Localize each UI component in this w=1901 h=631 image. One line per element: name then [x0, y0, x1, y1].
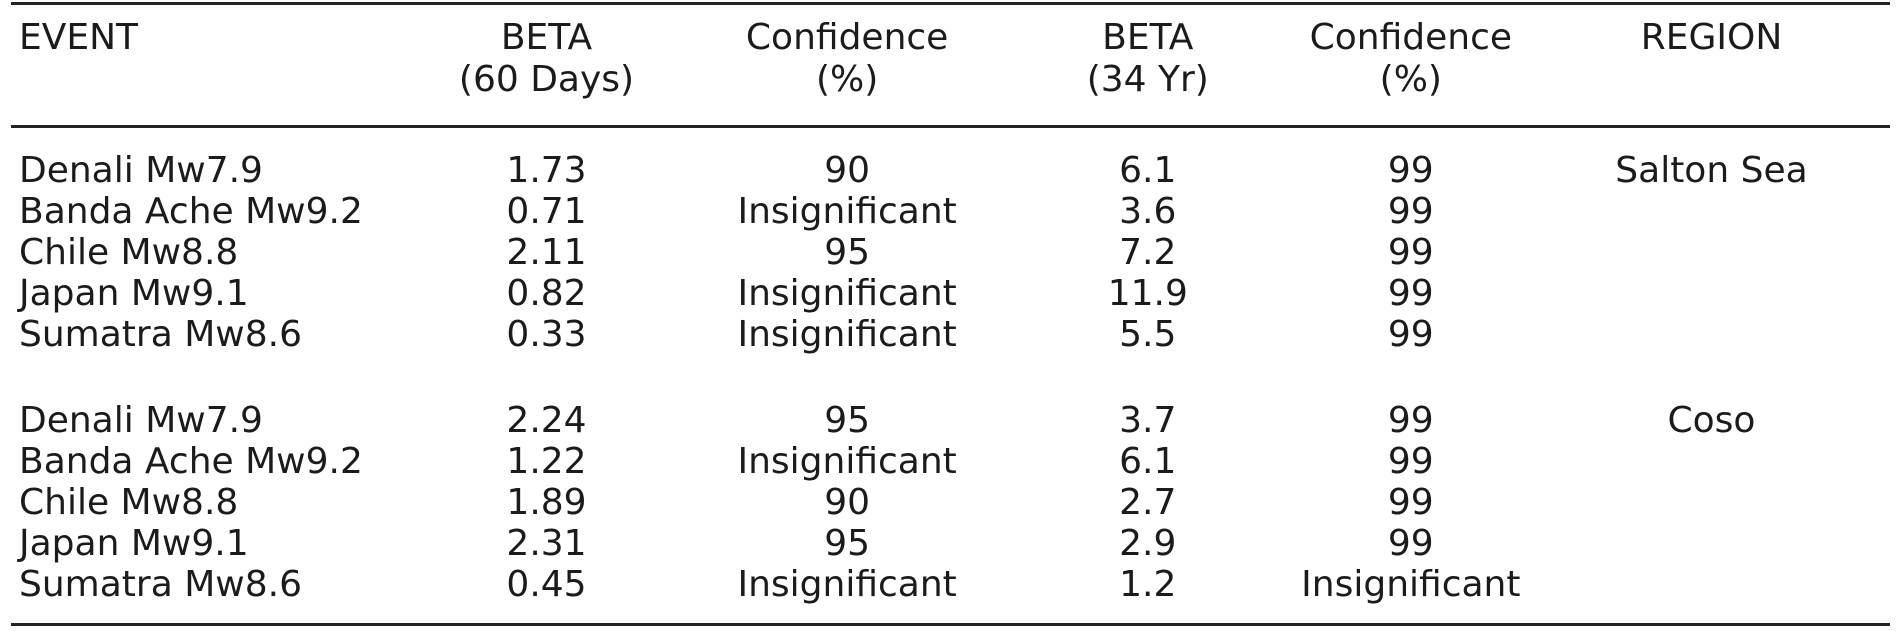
region-cell: Coso [1667, 400, 1756, 441]
table-row: Denali Mw7.9 1.73 90 6.1 99 Salton Sea [11, 127, 1890, 192]
beta-34yr-cell: 11.9 [1107, 273, 1188, 314]
column-header-region-label: REGION [1640, 17, 1783, 58]
region-cell [1533, 273, 1890, 314]
beta-60d-cell: 0.45 [506, 564, 587, 605]
table-row: Chile Mw8.8 2.11 95 7.2 99 [11, 232, 1890, 273]
confidence-60d-cell: Insignificant [737, 441, 957, 482]
region-cell [1533, 191, 1890, 232]
confidence-60d-cell: Insignificant [737, 273, 957, 314]
table-header: EVENT BETA (60 Days) Confidence (%) BETA… [11, 3, 1890, 128]
column-header-beta-60d-sublabel: (60 Days) [458, 59, 635, 100]
beta-60d-cell: 1.73 [506, 150, 587, 191]
event-cell: Denali Mw7.9 [19, 400, 263, 441]
event-cell: Banda Ache Mw9.2 [19, 191, 363, 232]
event-cell: Banda Ache Mw9.2 [19, 441, 363, 482]
table-row: Japan Mw9.1 0.82 Insignificant 11.9 99 [11, 273, 1890, 314]
confidence-60d-cell: 95 [824, 400, 871, 441]
column-header-confidence-60d: Confidence (%) [687, 3, 1007, 128]
beta-60d-cell: 2.11 [506, 232, 587, 273]
column-header-event-label: EVENT [19, 17, 139, 58]
confidence-60d-cell: Insignificant [737, 564, 957, 605]
beta-60d-cell: 0.33 [506, 314, 587, 355]
column-header-confidence-34yr-label: Confidence [1309, 17, 1513, 58]
event-cell: Japan Mw9.1 [19, 523, 249, 564]
confidence-60d-cell: Insignificant [737, 314, 957, 355]
beta-60d-cell: 1.22 [506, 441, 587, 482]
column-header-beta-60d: BETA (60 Days) [405, 3, 688, 128]
beta-34yr-cell: 6.1 [1119, 150, 1177, 191]
confidence-34yr-cell: 99 [1387, 191, 1434, 232]
confidence-60d-cell: 95 [824, 232, 871, 273]
table-row: Sumatra Mw8.6 0.45 Insignificant 1.2 Insigni… [11, 564, 1890, 625]
event-cell: Japan Mw9.1 [19, 273, 249, 314]
confidence-34yr-cell: 99 [1387, 441, 1434, 482]
region-cell [1533, 314, 1890, 355]
confidence-60d-cell: 90 [824, 482, 871, 523]
column-header-beta-34yr: BETA (34 Yr) [1006, 3, 1289, 128]
beta-34yr-cell: 1.2 [1119, 564, 1177, 605]
region-cell [1533, 523, 1890, 564]
beta-60d-cell: 1.89 [506, 482, 587, 523]
beta-statistics-table: EVENT BETA (60 Days) Confidence (%) BETA… [11, 2, 1890, 626]
table-row: Banda Ache Mw9.2 0.71 Insignificant 3.6 99 [11, 191, 1890, 232]
confidence-34yr-cell: Insignificant [1301, 564, 1521, 605]
confidence-34yr-cell: 99 [1387, 400, 1434, 441]
confidence-34yr-cell: 99 [1387, 314, 1434, 355]
column-header-beta-34yr-sublabel: (34 Yr) [1086, 59, 1209, 100]
event-cell: Chile Mw8.8 [19, 482, 239, 523]
confidence-34yr-cell: 99 [1387, 273, 1434, 314]
event-cell: Sumatra Mw8.6 [19, 314, 302, 355]
column-header-confidence-34yr-sublabel: (%) [1379, 59, 1442, 100]
header-row: EVENT BETA (60 Days) Confidence (%) BETA… [11, 3, 1890, 128]
region-cell [1533, 482, 1890, 523]
group-spacer [11, 355, 1890, 400]
group-spacer-row [11, 355, 1890, 400]
column-header-confidence-60d-label: Confidence [745, 17, 949, 58]
confidence-34yr-cell: 99 [1387, 150, 1434, 191]
table-row: Denali Mw7.9 2.24 95 3.7 99 Coso [11, 400, 1890, 441]
beta-34yr-cell: 6.1 [1119, 441, 1177, 482]
confidence-34yr-cell: 99 [1387, 523, 1434, 564]
beta-34yr-cell: 3.7 [1119, 400, 1177, 441]
beta-34yr-cell: 2.9 [1119, 523, 1177, 564]
column-header-event: EVENT [11, 3, 406, 128]
event-cell: Chile Mw8.8 [19, 232, 239, 273]
column-header-beta-34yr-label: BETA [1102, 17, 1194, 58]
table-row: Banda Ache Mw9.2 1.22 Insignificant 6.1 99 [11, 441, 1890, 482]
region-cell [1533, 232, 1890, 273]
beta-60d-cell: 2.31 [506, 523, 587, 564]
column-header-region: REGION [1532, 3, 1890, 128]
column-header-beta-60d-label: BETA [500, 17, 593, 58]
column-header-confidence-60d-sublabel: (%) [815, 59, 879, 100]
region-cell: Salton Sea [1615, 150, 1808, 191]
confidence-60d-cell: 90 [824, 150, 871, 191]
beta-60d-cell: 0.82 [506, 273, 587, 314]
event-cell: Sumatra Mw8.6 [19, 564, 302, 605]
region-cell [1533, 441, 1890, 482]
column-header-confidence-34yr: Confidence (%) [1288, 3, 1533, 128]
confidence-60d-cell: Insignificant [737, 191, 957, 232]
confidence-34yr-cell: 99 [1387, 232, 1434, 273]
beta-34yr-cell: 7.2 [1119, 232, 1177, 273]
beta-34yr-cell: 3.6 [1119, 191, 1177, 232]
beta-34yr-cell: 2.7 [1119, 482, 1177, 523]
confidence-60d-cell: 95 [824, 523, 871, 564]
table-row: Sumatra Mw8.6 0.33 Insignificant 5.5 99 [11, 314, 1890, 355]
beta-34yr-cell: 5.5 [1119, 314, 1177, 355]
table-row: Chile Mw8.8 1.89 90 2.7 99 [11, 482, 1890, 523]
table-row: Japan Mw9.1 2.31 95 2.9 99 [11, 523, 1890, 564]
confidence-34yr-cell: 99 [1387, 482, 1434, 523]
beta-60d-cell: 2.24 [506, 400, 587, 441]
region-cell [1533, 564, 1890, 625]
event-cell: Denali Mw7.9 [19, 150, 263, 191]
table-body: Denali Mw7.9 1.73 90 6.1 99 Salton Sea Banda A… [11, 127, 1890, 625]
beta-60d-cell: 0.71 [506, 191, 587, 232]
